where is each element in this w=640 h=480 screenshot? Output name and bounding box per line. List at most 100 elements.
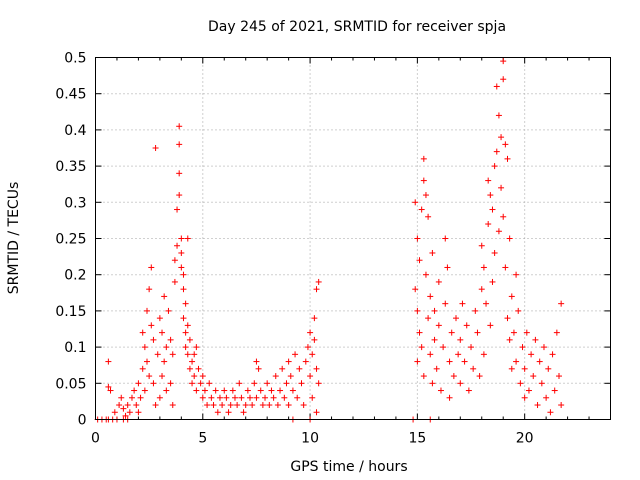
data-point	[302, 358, 309, 365]
data-point	[517, 380, 524, 387]
data-point	[431, 336, 438, 343]
x-tick-label: 10	[301, 431, 319, 447]
data-point	[272, 373, 279, 380]
data-point	[313, 409, 320, 416]
data-point	[414, 307, 421, 314]
data-point	[502, 141, 509, 148]
data-point	[148, 322, 155, 329]
data-point	[521, 394, 528, 401]
data-point	[259, 402, 266, 409]
data-point	[412, 286, 419, 293]
data-point	[315, 380, 322, 387]
data-point	[474, 329, 481, 336]
data-point	[180, 315, 187, 322]
data-point	[176, 170, 183, 177]
data-point	[528, 351, 535, 358]
data-point	[176, 192, 183, 199]
data-point	[521, 365, 528, 372]
data-point	[315, 278, 322, 285]
data-point	[122, 412, 129, 419]
data-point	[128, 394, 135, 401]
data-point	[500, 76, 507, 83]
data-point	[487, 322, 494, 329]
data-point	[307, 329, 314, 336]
data-point	[412, 199, 419, 206]
chart-title: Day 245 of 2021, SRMTID for receiver spj…	[208, 19, 506, 35]
data-point	[498, 184, 505, 191]
data-point	[416, 257, 423, 264]
y-axis-label: SRMTID / TECUs	[6, 182, 22, 295]
data-point	[513, 271, 520, 278]
data-point	[515, 307, 522, 314]
data-point	[174, 242, 181, 249]
data-point	[446, 358, 453, 365]
data-point	[480, 264, 487, 271]
data-point	[199, 373, 206, 380]
data-point	[191, 351, 198, 358]
data-point	[171, 257, 178, 264]
data-point	[167, 336, 174, 343]
data-point	[204, 402, 211, 409]
data-point	[545, 365, 552, 372]
data-point	[206, 380, 213, 387]
data-point	[182, 344, 189, 351]
data-point	[457, 336, 464, 343]
data-point	[472, 307, 479, 314]
plot-frame	[95, 57, 611, 420]
data-point	[227, 402, 234, 409]
data-point	[186, 365, 193, 372]
data-point	[491, 249, 498, 256]
data-point	[178, 235, 185, 242]
data-point	[538, 380, 545, 387]
data-point	[450, 373, 457, 380]
data-point	[148, 264, 155, 271]
data-point	[167, 380, 174, 387]
data-point	[476, 373, 483, 380]
data-point	[159, 329, 166, 336]
data-point	[144, 358, 150, 365]
data-point	[495, 228, 502, 235]
data-point	[176, 141, 183, 148]
data-point	[264, 380, 271, 387]
data-point	[429, 249, 436, 256]
data-point	[532, 336, 539, 343]
data-point	[551, 387, 558, 394]
y-tick-label: 0	[78, 413, 87, 429]
data-point	[156, 394, 163, 401]
axis-ticks: 0 0.05 0.1 0.15 0.2 0.25 0.3 0.35 0.4 0.45 0.5 0 5 10…	[55, 51, 611, 447]
data-point	[493, 83, 500, 90]
data-point	[116, 402, 123, 409]
data-point	[135, 380, 142, 387]
data-point	[178, 264, 185, 271]
data-point	[420, 373, 427, 380]
data-point	[212, 387, 219, 394]
data-point	[425, 213, 432, 220]
data-point	[195, 365, 202, 372]
y-tick-label: 0.1	[64, 340, 86, 356]
data-point	[111, 409, 118, 416]
y-tick-label: 0.25	[55, 232, 86, 248]
data-point	[414, 235, 421, 242]
data-point	[506, 235, 513, 242]
y-tick-label: 0.15	[55, 304, 86, 320]
y-tick-label: 0.35	[55, 159, 86, 175]
data-point	[120, 405, 127, 412]
data-point	[193, 344, 200, 351]
data-point	[536, 358, 543, 365]
data-point	[307, 373, 314, 380]
data-point	[416, 329, 423, 336]
data-point	[534, 402, 541, 409]
data-point	[255, 365, 262, 372]
data-point	[498, 134, 505, 141]
data-point	[189, 380, 196, 387]
data-point	[137, 394, 144, 401]
data-point	[298, 380, 305, 387]
data-point	[219, 402, 226, 409]
data-point	[427, 293, 434, 300]
data-point	[313, 365, 320, 372]
data-point	[152, 145, 159, 151]
data-point	[489, 278, 496, 285]
data-point	[229, 387, 236, 394]
data-point	[444, 264, 451, 271]
